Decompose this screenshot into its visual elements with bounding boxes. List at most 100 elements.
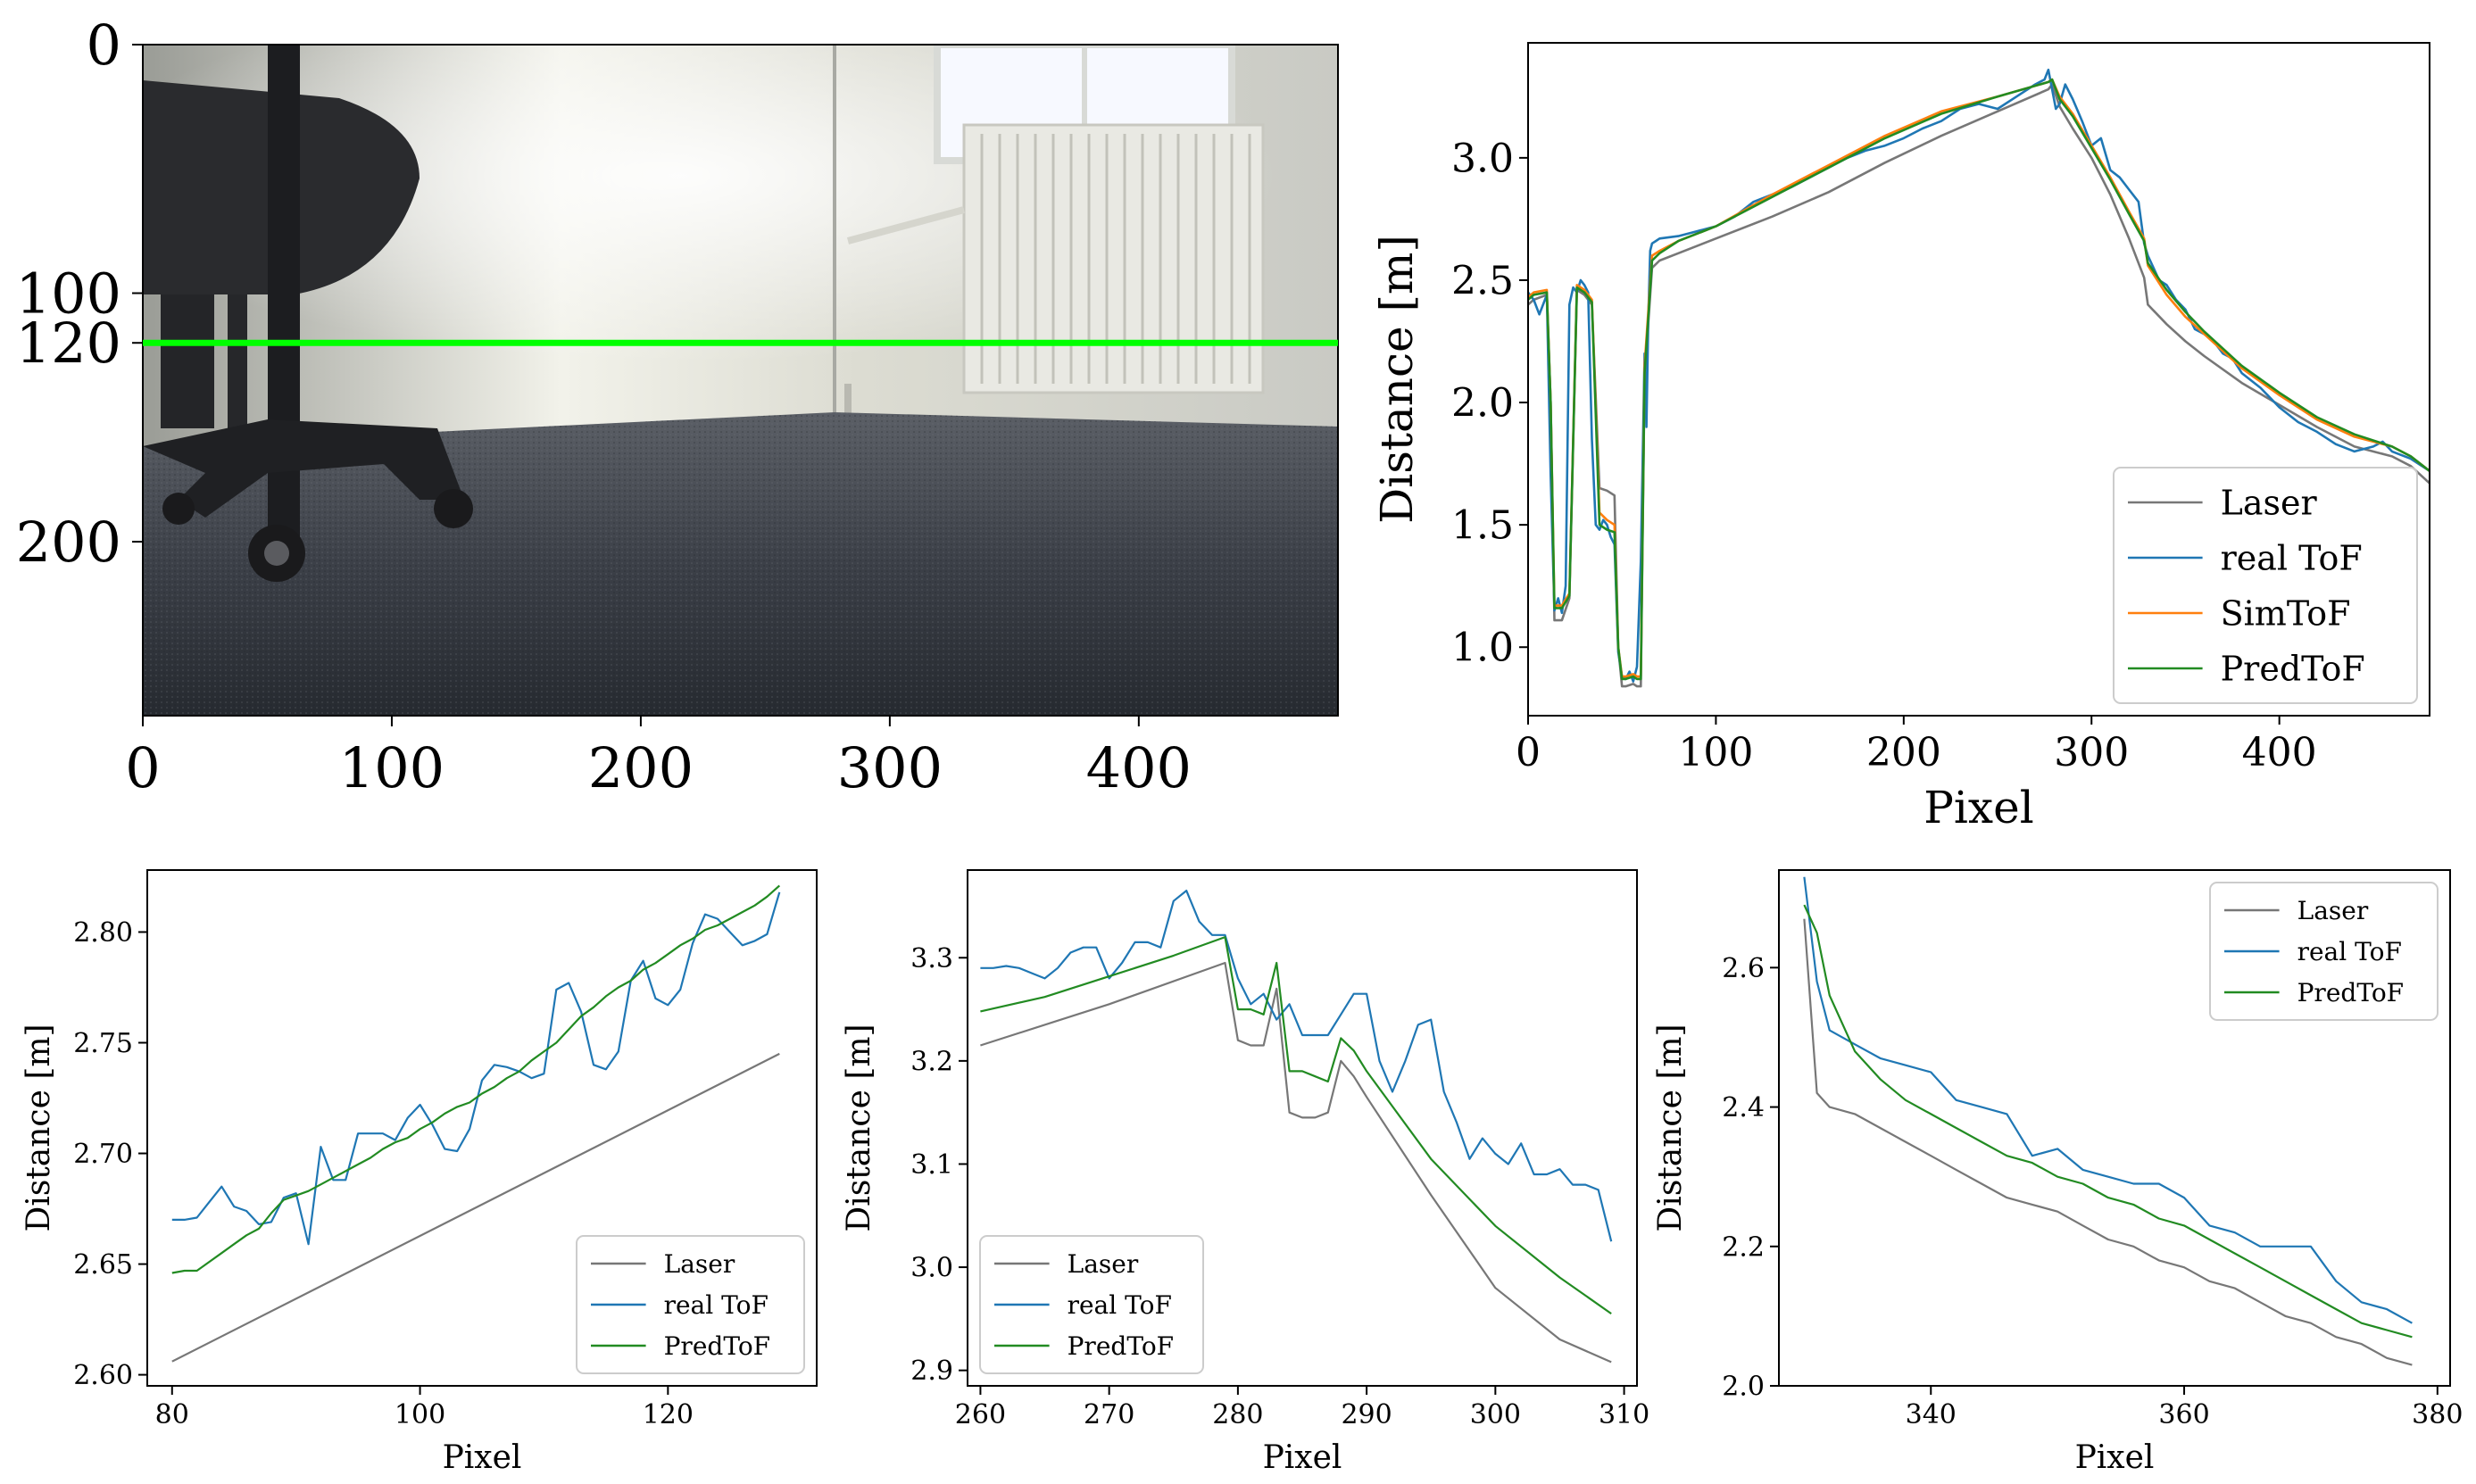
y-axis-label: Distance [m] (841, 1024, 877, 1231)
x-tick-label: 100 (395, 1399, 445, 1430)
legend-label: real ToF (2297, 937, 2402, 966)
x-tick-label: 80 (155, 1399, 189, 1430)
x-axis-label: Pixel (1263, 1439, 1342, 1476)
legend-box (979, 1235, 1204, 1374)
series-line-real-tof (1528, 68, 2430, 683)
x-tick-label: 280 (1212, 1399, 1263, 1430)
y-tick-label: 2.6 (1722, 953, 1765, 984)
legend-label: Laser (1068, 1249, 1139, 1279)
image-x-tick-label: 0 (125, 735, 160, 800)
series-line-laser (980, 961, 1612, 1364)
plot-frame (1527, 42, 2430, 717)
series-group (171, 884, 781, 1363)
legend: Laser real ToF PredToF (979, 1235, 1204, 1374)
y-axis-label: Distance [m] (1652, 1024, 1689, 1231)
x-tick-label: 300 (1470, 1399, 1521, 1430)
legend-label: PredToF (2297, 978, 2405, 1007)
legend-label: Laser (2221, 483, 2318, 522)
series-line-laser (1528, 83, 2430, 688)
legend-label: PredToF (664, 1331, 771, 1361)
charts-layer: 0 100 200 300 400 1.0 1.5 2.0 2.5 3.0 Pixel Distanc… (21, 42, 2463, 1476)
x-tick-label: 400 (2242, 730, 2317, 775)
image-x-tick-label: 400 (1086, 735, 1192, 800)
image-y-tick-label: 100 (16, 261, 121, 327)
legend-label: SimToF (2221, 593, 2351, 633)
legend-label: real ToF (1068, 1290, 1172, 1320)
x-tick-label: 300 (2054, 730, 2129, 775)
x-tick-label: 360 (2158, 1399, 2209, 1430)
y-tick-label: 3.1 (910, 1149, 953, 1181)
y-tick-label: 2.65 (73, 1249, 133, 1281)
legend-label: PredToF (2221, 649, 2365, 688)
image-x-tick-label: 100 (339, 735, 445, 800)
y-tick-label: 2.0 (1722, 1372, 1765, 1403)
x-tick-label: 200 (1866, 730, 1941, 775)
camera-image (143, 45, 1338, 716)
series-line-real-tof (171, 891, 781, 1246)
legend-label: real ToF (664, 1290, 769, 1320)
x-axis-label: Pixel (443, 1439, 522, 1476)
series-line-laser (171, 1052, 780, 1363)
y-tick-label: 3.2 (910, 1046, 953, 1077)
legend-box (576, 1235, 805, 1374)
image-x-tick-label: 300 (837, 735, 943, 800)
camera-image-frame (142, 44, 1339, 717)
y-tick-label: 2.60 (73, 1360, 133, 1391)
chart-zoom3: 340 360 380 2.0 2.2 2.4 2.6 Pixel Distance [m] La… (1652, 869, 2463, 1476)
x-axis-label: Pixel (1923, 782, 2033, 833)
plot-frame (967, 869, 1638, 1387)
legend-label: Laser (664, 1249, 735, 1279)
y-tick-label: 2.2 (1722, 1231, 1765, 1263)
chart-full: 0 100 200 300 400 1.0 1.5 2.0 2.5 3.0 Pixel Distanc… (1371, 42, 2430, 833)
x-tick-label: 340 (1906, 1399, 1957, 1430)
y-tick-label: 3.3 (910, 943, 953, 974)
y-tick-label: 2.70 (73, 1139, 133, 1170)
legend-box (2113, 467, 2418, 704)
legend-box (2209, 882, 2439, 1021)
x-tick-label: 310 (1599, 1399, 1649, 1430)
image-y-tick-label: 200 (16, 510, 121, 575)
image-x-tick-label: 200 (588, 735, 694, 800)
y-tick-label: 2.80 (73, 917, 133, 949)
y-tick-label: 3.0 (910, 1253, 953, 1284)
x-tick-label: 120 (643, 1399, 694, 1430)
y-tick-label: 2.0 (1451, 380, 1514, 426)
legend: Laser real ToF PredToF (2209, 882, 2439, 1021)
series-line-predtof (1803, 904, 2413, 1339)
plot-frame (1778, 869, 2451, 1387)
y-tick-label: 2.9 (910, 1355, 953, 1387)
series-group (980, 889, 1613, 1364)
y-tick-label: 2.75 (73, 1028, 133, 1059)
image-y-tick-label: 0 (87, 12, 121, 78)
series-line-real-tof (980, 889, 1613, 1242)
series-group (1528, 68, 2430, 688)
y-axis-label: Distance [m] (21, 1024, 57, 1231)
chart-zoom2: 260 270 280 290 300 310 2.9 3.0 3.1 3.2 3.3 Pixel Di… (841, 869, 1649, 1476)
x-tick-label: 290 (1341, 1399, 1392, 1430)
x-tick-label: 0 (1516, 730, 1541, 775)
x-axis-label: Pixel (2075, 1439, 2155, 1476)
series-line-predtof (171, 884, 781, 1274)
series-line-predtof (1528, 78, 2430, 681)
y-tick-label: 1.5 (1451, 503, 1514, 549)
x-tick-label: 260 (955, 1399, 1006, 1430)
image-y-tick-label: 120 (16, 311, 121, 376)
series-line-real-tof (1803, 876, 2413, 1324)
x-tick-label: 100 (1678, 730, 1753, 775)
chart-zoom1: 80 100 120 2.60 2.65 2.70 2.75 2.80 Pixel Distanc… (21, 869, 818, 1476)
y-tick-label: 1.0 (1451, 626, 1514, 671)
series-line-predtof (980, 935, 1612, 1315)
y-axis-label: Distance [m] (1371, 235, 1423, 524)
y-tick-label: 2.4 (1722, 1092, 1765, 1123)
legend-label: PredToF (1068, 1331, 1175, 1361)
legend: Laser real ToF SimToF PredToF (2113, 467, 2418, 704)
y-tick-label: 3.0 (1451, 136, 1514, 181)
legend-label: Laser (2297, 896, 2369, 925)
plot-frame (146, 869, 818, 1387)
x-tick-label: 380 (2412, 1399, 2463, 1430)
series-line-laser (1803, 918, 2413, 1366)
series-group (1803, 876, 2413, 1366)
